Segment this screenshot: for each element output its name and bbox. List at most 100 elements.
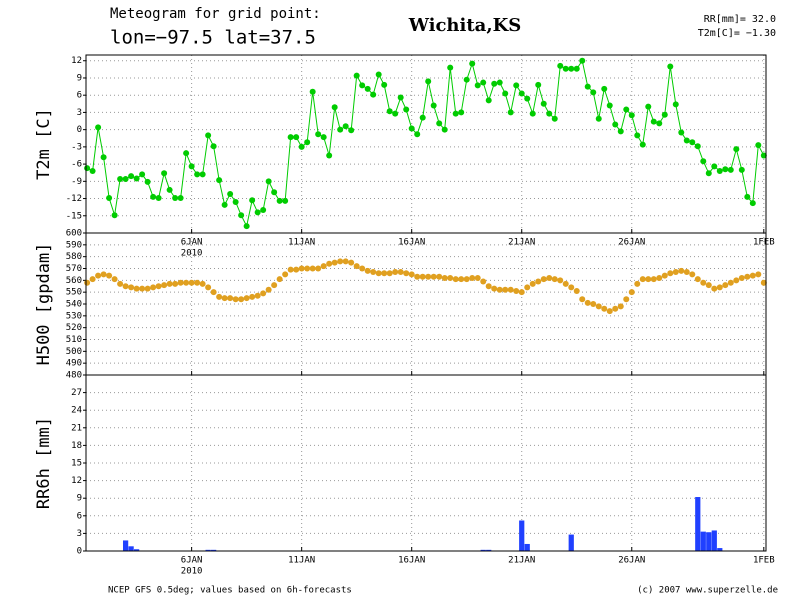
marker: [689, 139, 696, 146]
marker: [194, 279, 201, 286]
bar: [519, 520, 525, 551]
marker: [381, 81, 388, 88]
marker: [634, 132, 641, 139]
bar: [695, 497, 701, 551]
y-axis-label: RR6h [mm]: [34, 417, 54, 509]
y-tick-label: 18: [71, 441, 82, 451]
y-tick-label: 24: [71, 406, 82, 416]
marker: [722, 166, 729, 173]
marker: [540, 276, 547, 283]
marker: [205, 132, 212, 139]
marker: [645, 103, 652, 110]
marker: [304, 265, 311, 272]
y-tick-label: 9: [77, 494, 82, 504]
marker: [254, 292, 261, 299]
marker: [755, 271, 762, 278]
y-tick-label: 3: [77, 108, 82, 118]
marker: [562, 280, 569, 287]
y-tick-label: 510: [66, 335, 82, 345]
marker: [122, 176, 129, 183]
marker: [89, 167, 96, 174]
marker: [584, 83, 591, 90]
marker: [474, 274, 481, 281]
marker: [342, 258, 349, 265]
marker: [694, 276, 701, 283]
marker: [139, 285, 146, 292]
marker: [551, 115, 558, 122]
marker: [430, 102, 437, 109]
marker: [436, 273, 443, 280]
marker: [254, 209, 261, 216]
marker: [579, 57, 586, 64]
marker: [727, 166, 734, 173]
marker: [282, 197, 289, 204]
marker: [568, 65, 575, 72]
marker: [210, 143, 217, 150]
bar: [122, 540, 129, 551]
y-tick-label: 3: [77, 529, 82, 539]
marker: [392, 110, 399, 117]
y-tick-label: 21: [71, 423, 82, 433]
marker: [661, 272, 668, 279]
bar: [700, 531, 706, 551]
marker: [161, 170, 168, 177]
marker: [408, 271, 415, 278]
marker: [430, 273, 437, 280]
marker: [199, 280, 206, 287]
bar: [524, 543, 530, 551]
marker: [260, 290, 267, 297]
marker: [100, 154, 107, 161]
marker: [463, 76, 470, 83]
y-tick-label: 480: [66, 371, 82, 381]
marker: [205, 284, 212, 291]
marker: [546, 110, 553, 117]
marker: [144, 285, 151, 292]
x-tick-label: 26JAN: [618, 556, 645, 566]
marker: [645, 276, 652, 283]
x-tick-label: 16JAN: [398, 238, 425, 248]
marker: [403, 270, 410, 277]
y-tick-label: -15: [66, 211, 82, 221]
marker: [293, 266, 300, 273]
marker: [386, 108, 393, 115]
marker: [243, 295, 250, 302]
marker: [518, 289, 525, 296]
marker: [661, 111, 668, 118]
marker: [579, 296, 586, 303]
footer-note: (c) 2007 www.superzelle.de: [637, 586, 778, 596]
y-tick-label: 490: [66, 359, 82, 369]
marker: [656, 274, 663, 281]
marker: [716, 167, 723, 174]
marker: [667, 63, 674, 70]
y-tick-label: -9: [71, 177, 82, 187]
marker: [727, 279, 734, 286]
marker: [716, 284, 723, 291]
annotation: T2m[C]= −1.30: [698, 28, 776, 39]
marker: [326, 152, 333, 159]
marker: [172, 280, 179, 287]
marker: [419, 114, 426, 121]
marker: [276, 276, 283, 283]
marker: [705, 170, 712, 177]
marker: [265, 178, 272, 185]
marker: [320, 263, 327, 270]
marker: [232, 198, 239, 205]
marker: [733, 146, 740, 153]
marker: [95, 272, 102, 279]
marker: [617, 128, 624, 135]
marker: [304, 139, 311, 146]
y-tick-label: 540: [66, 300, 82, 310]
marker: [573, 287, 580, 294]
marker: [760, 279, 767, 286]
marker: [601, 85, 608, 92]
marker: [111, 276, 118, 283]
bar: [480, 549, 486, 551]
marker: [397, 94, 404, 101]
marker: [166, 280, 173, 287]
marker: [595, 115, 602, 122]
marker: [260, 207, 267, 214]
marker: [414, 131, 421, 138]
marker: [392, 269, 399, 276]
marker: [612, 121, 619, 128]
marker: [535, 278, 542, 285]
